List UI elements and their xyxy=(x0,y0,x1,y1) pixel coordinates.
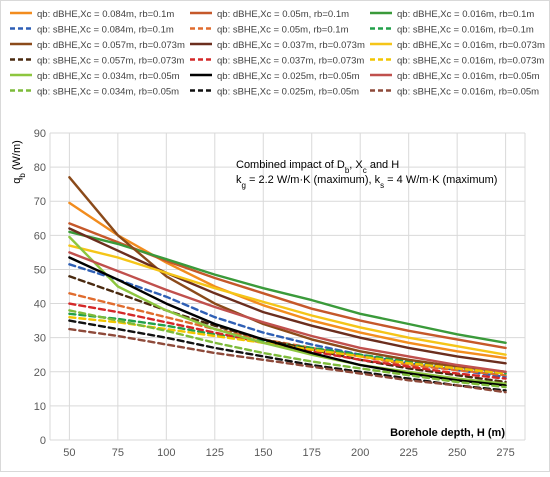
series-line xyxy=(68,227,507,365)
series-layer xyxy=(68,176,507,394)
legend-label: qb: dBHE,Xc = 0.016m, rb=0.05m xyxy=(397,71,540,82)
x-tick-label: 275 xyxy=(496,447,514,459)
legend-item: qb: sBHE,Xc = 0.025m, rb=0.05m xyxy=(190,87,359,98)
series-line xyxy=(68,327,507,394)
legend-item: qb: dBHE,Xc = 0.025m, rb=0.05m xyxy=(190,71,360,82)
series-line xyxy=(68,319,507,392)
legend-label: qb: sBHE,Xc = 0.034m, rb=0.05m xyxy=(37,87,179,98)
legend-label: qb: sBHE,Xc = 0.016m, rb=0.1m xyxy=(397,25,534,36)
legend-item: qb: sBHE,Xc = 0.016m, rb=0.073m xyxy=(370,56,544,67)
x-tick-label: 50 xyxy=(63,447,75,459)
legend-item: qb: sBHE,Xc = 0.037m, rb=0.073m xyxy=(190,56,364,67)
legend-label: qb: dBHE,Xc = 0.016m, rb=0.1m xyxy=(397,9,534,20)
y-tick-label: 80 xyxy=(34,162,46,174)
series-line xyxy=(68,309,507,389)
series-line xyxy=(68,201,507,360)
legend-item: qb: dBHE,Xc = 0.034m, rb=0.05m xyxy=(10,71,180,82)
legend-item: qb: dBHE,Xc = 0.016m, rb=0.1m xyxy=(370,9,534,20)
x-tick-label: 100 xyxy=(157,447,175,459)
x-tick-label: 175 xyxy=(303,447,321,459)
y-tick-label: 0 xyxy=(40,435,46,447)
legend-item: qb: dBHE,Xc = 0.037m, rb=0.073m xyxy=(190,40,365,51)
x-tick-label: 200 xyxy=(351,447,369,459)
legend-item: qb: sBHE,Xc = 0.084m, rb=0.1m xyxy=(10,25,174,36)
annotation-line-2: kg = 2.2 W/m·K (maximum), ks = 4 W/m·K (… xyxy=(236,174,497,190)
y-tick-label: 90 xyxy=(34,128,46,140)
legend-label: qb: sBHE,Xc = 0.016m, rb=0.073m xyxy=(397,56,544,67)
legend-label: qb: sBHE,Xc = 0.084m, rb=0.1m xyxy=(37,25,174,36)
y-tick-label: 30 xyxy=(34,333,46,345)
legend-label: qb: dBHE,Xc = 0.034m, rb=0.05m xyxy=(37,71,180,82)
legend-label: qb: dBHE,Xc = 0.084m, rb=0.1m xyxy=(37,9,174,20)
legend-label: qb: dBHE,Xc = 0.037m, rb=0.073m xyxy=(217,40,365,51)
x-tick-label: 225 xyxy=(399,447,417,459)
series-line xyxy=(68,176,507,373)
axes: 0 10 20 30 40 50 60 70 80 90 50 75 100 125 150 175 200 22… xyxy=(34,128,526,459)
legend-item: qb: dBHE,Xc = 0.084m, rb=0.1m xyxy=(10,9,174,20)
x-tick-label: 150 xyxy=(254,447,272,459)
legend-item: qb: dBHE,Xc = 0.016m, rb=0.05m xyxy=(370,71,540,82)
legend-label: qb: sBHE,Xc = 0.025m, rb=0.05m xyxy=(217,87,359,98)
series-line xyxy=(68,251,507,373)
legend-label: qb: sBHE,Xc = 0.057m, rb=0.073m xyxy=(37,56,184,67)
legend-item: qb: dBHE,Xc = 0.016m, rb=0.073m xyxy=(370,40,545,51)
x-tick-label: 250 xyxy=(448,447,466,459)
annotation: Combined impact of Db, Xc and H kg = 2.2… xyxy=(236,159,497,190)
legend-label: qb: dBHE,Xc = 0.025m, rb=0.05m xyxy=(217,71,360,82)
legend-item: qb: sBHE,Xc = 0.057m, rb=0.073m xyxy=(10,56,184,67)
annotation-line-1: Combined impact of Db, Xc and H xyxy=(236,159,399,175)
y-tick-label: 70 xyxy=(34,196,46,208)
legend-item: qb: sBHE,Xc = 0.034m, rb=0.05m xyxy=(10,87,179,98)
grid xyxy=(50,132,525,441)
y-tick-label: 40 xyxy=(34,299,46,311)
y-axis-label: qb (W/m) xyxy=(11,140,27,184)
legend-label: qb: dBHE,Xc = 0.057m, rb=0.073m xyxy=(37,40,185,51)
legend-label: qb: dBHE,Xc = 0.016m, rb=0.073m xyxy=(397,40,545,51)
y-tick-label: 10 xyxy=(34,401,46,413)
x-tick-label: 75 xyxy=(112,447,124,459)
x-tick-label: 125 xyxy=(206,447,224,459)
legend-item: qb: sBHE,Xc = 0.016m, rb=0.1m xyxy=(370,25,534,36)
series-line xyxy=(68,256,507,387)
x-axis-label: Borehole depth, H (m) xyxy=(390,427,505,439)
y-tick-label: 60 xyxy=(34,230,46,242)
legend-label: qb: sBHE,Xc = 0.016m, rb=0.05m xyxy=(397,87,539,98)
series-line xyxy=(68,244,507,356)
legend-item: qb: dBHE,Xc = 0.05m, rb=0.1m xyxy=(190,9,349,20)
legend-label: qb: sBHE,Xc = 0.05m, rb=0.1m xyxy=(217,25,349,36)
legend-item: qb: sBHE,Xc = 0.016m, rb=0.05m xyxy=(370,87,539,98)
series-line xyxy=(68,230,507,344)
y-tick-label: 20 xyxy=(34,367,46,379)
legend: qb: dBHE,Xc = 0.084m, rb=0.1m qb: dBHE,Xc… xyxy=(10,9,545,98)
legend-label: qb: sBHE,Xc = 0.037m, rb=0.073m xyxy=(217,56,364,67)
series-line xyxy=(68,235,507,385)
series-line xyxy=(68,275,507,384)
legend-label: qb: dBHE,Xc = 0.05m, rb=0.1m xyxy=(217,9,349,20)
legend-item: qb: sBHE,Xc = 0.05m, rb=0.1m xyxy=(190,25,349,36)
legend-item: qb: dBHE,Xc = 0.057m, rb=0.073m xyxy=(10,40,185,51)
y-tick-label: 50 xyxy=(34,264,46,276)
